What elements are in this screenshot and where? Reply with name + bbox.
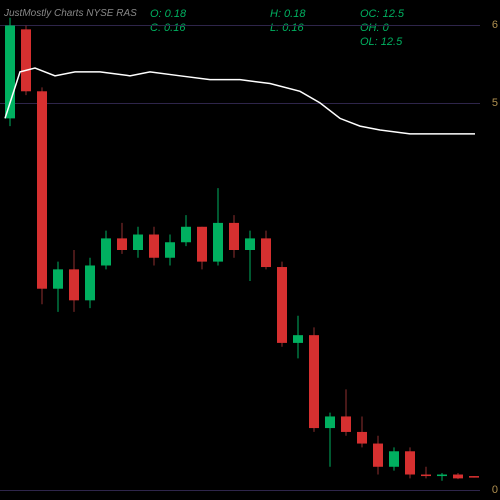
candle	[213, 188, 223, 265]
candle	[37, 87, 47, 304]
candlestick-chart: JustMostly Charts NYSE RAS O: 0.18C: 0.1…	[0, 0, 500, 500]
candle	[133, 227, 143, 258]
candle	[21, 25, 31, 95]
candle	[117, 223, 127, 254]
candle	[341, 389, 351, 435]
candle	[405, 447, 415, 478]
candle	[181, 215, 191, 246]
candle	[453, 473, 463, 479]
candle	[101, 231, 111, 270]
candle	[357, 416, 367, 447]
candle	[437, 473, 447, 481]
candle	[245, 231, 255, 281]
candle	[309, 327, 319, 432]
candle	[229, 215, 239, 258]
candle	[469, 476, 479, 478]
candle	[293, 316, 303, 359]
candle	[197, 227, 207, 270]
candle	[421, 467, 431, 479]
candle	[325, 413, 335, 467]
candle	[53, 262, 63, 312]
candle	[149, 227, 159, 266]
chart-canvas	[0, 0, 500, 500]
indicator-line	[5, 68, 475, 134]
candle	[85, 258, 95, 308]
candle	[389, 447, 399, 470]
candle	[69, 250, 79, 312]
candle	[373, 436, 383, 475]
candle	[261, 231, 271, 270]
candle	[277, 262, 287, 347]
candle	[165, 235, 175, 266]
candle	[5, 18, 15, 126]
